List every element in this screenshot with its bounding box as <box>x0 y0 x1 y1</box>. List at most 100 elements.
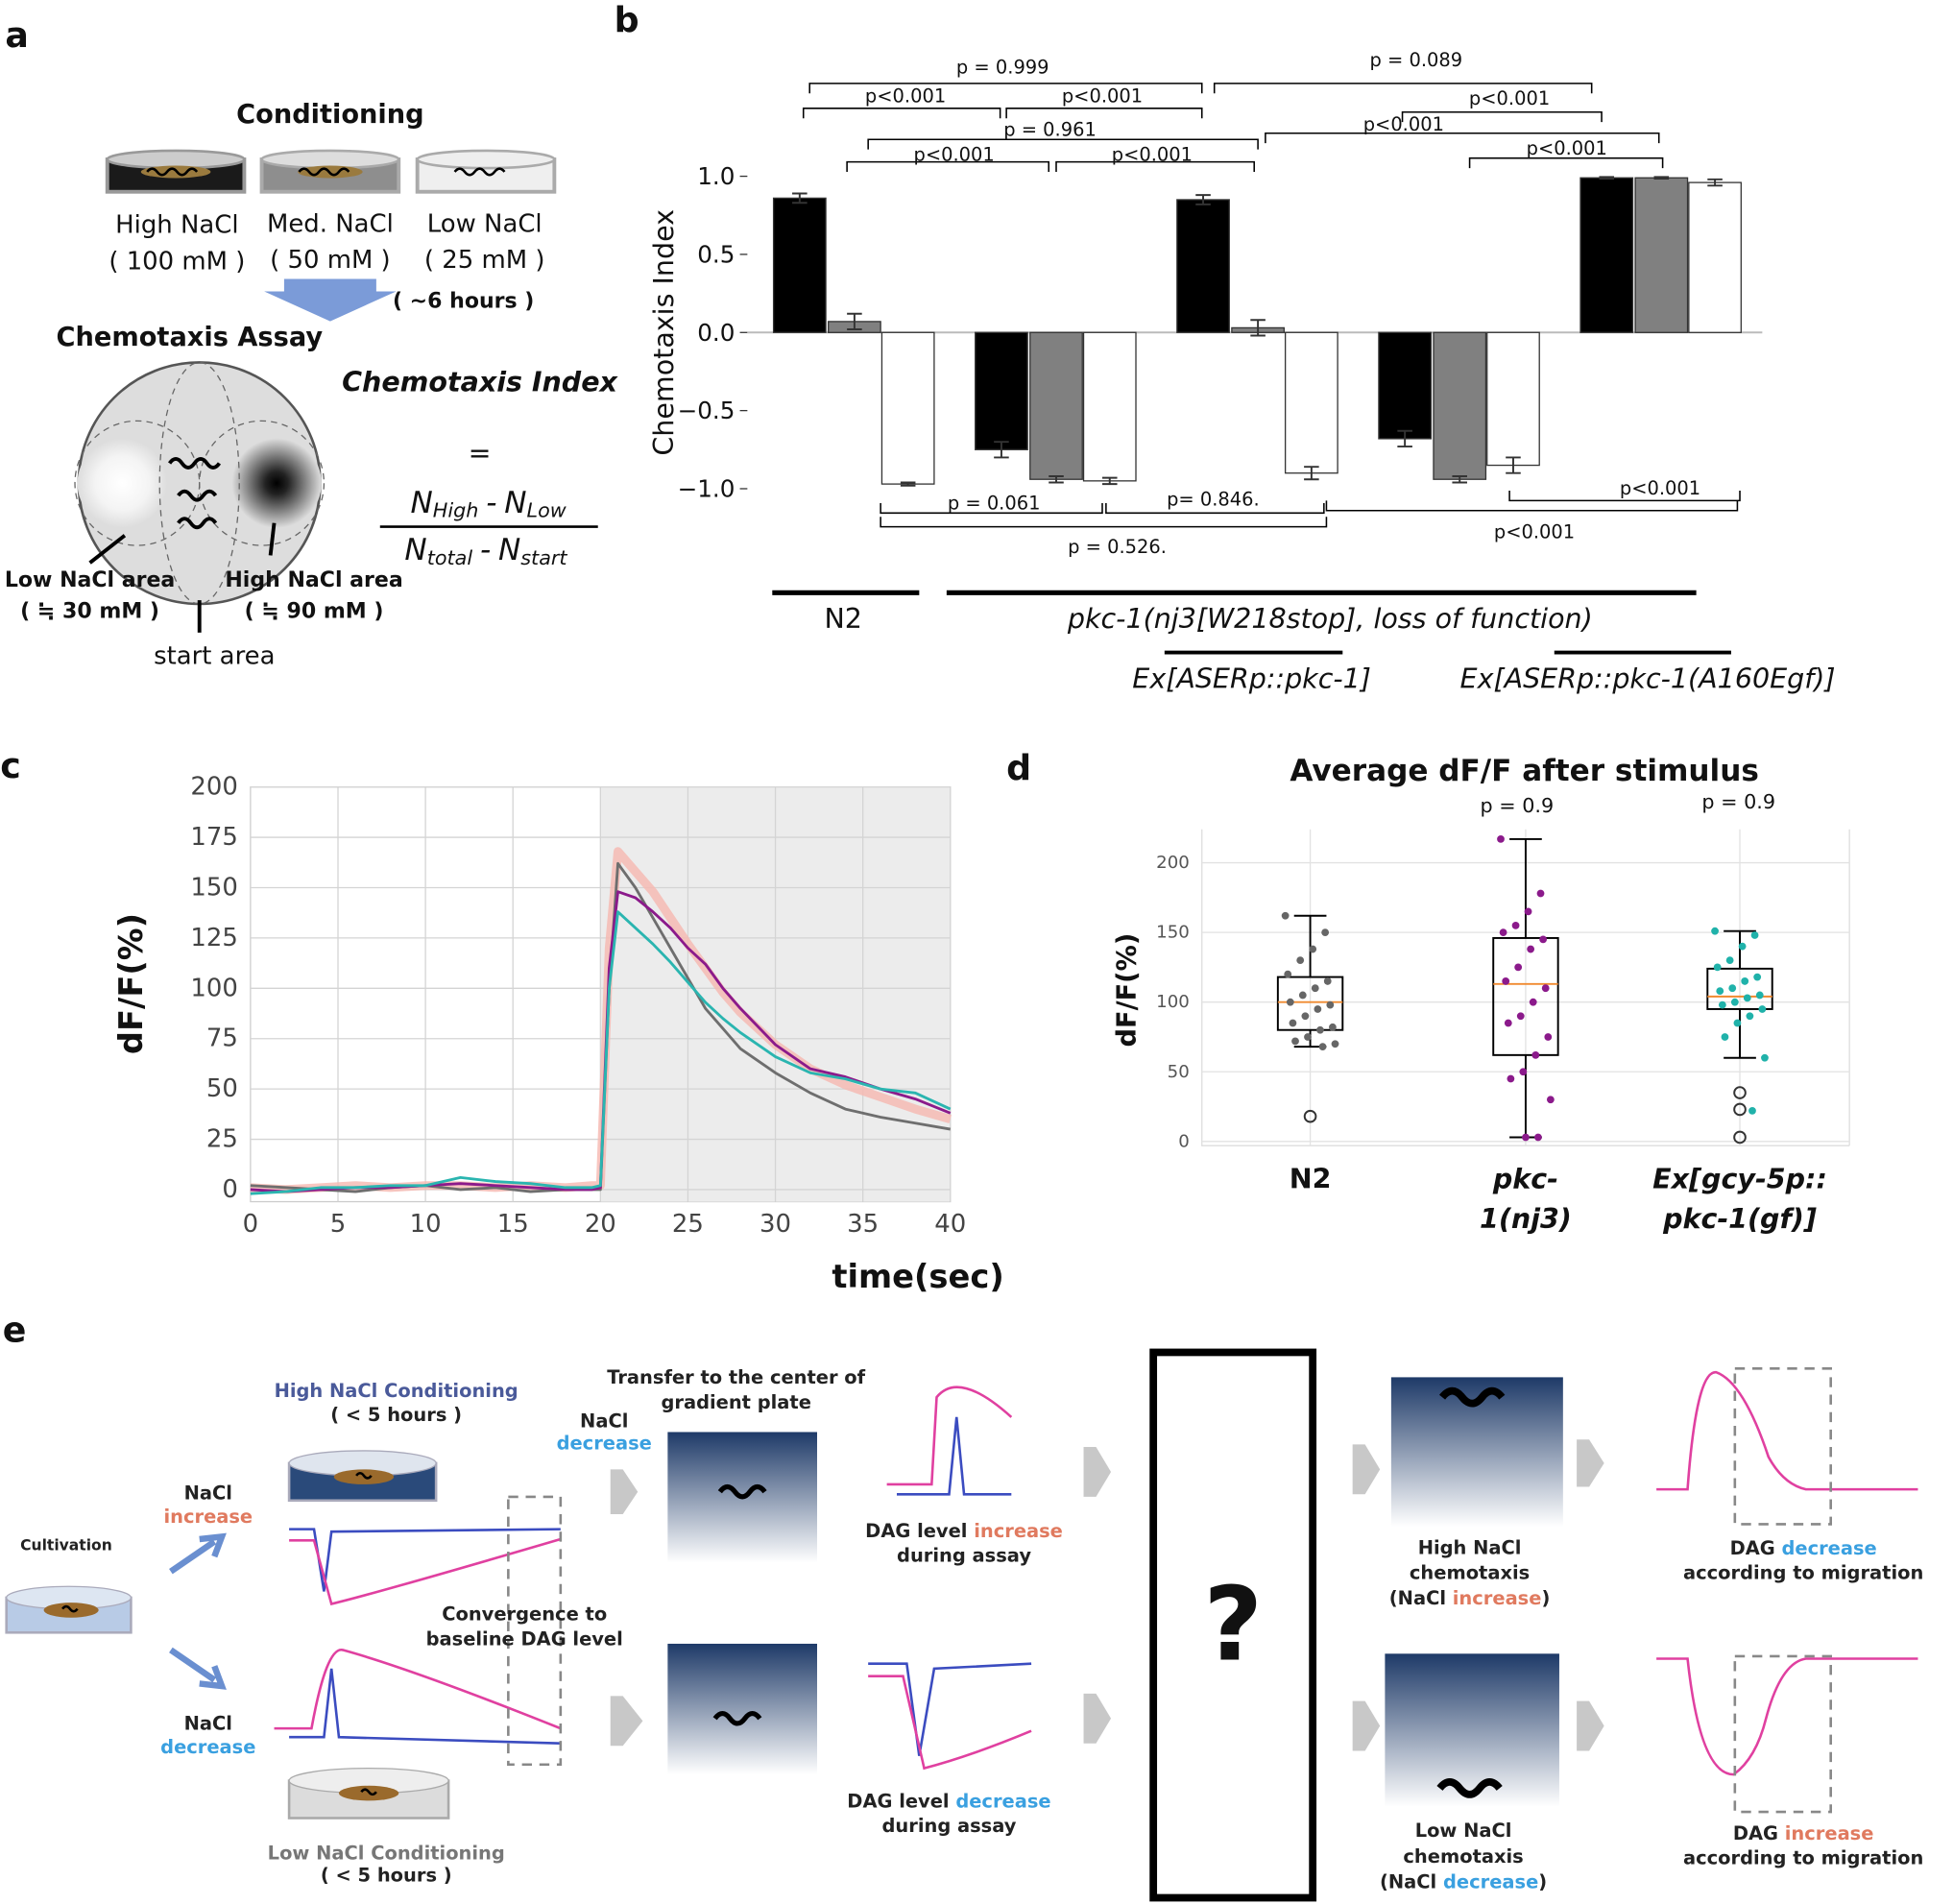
point <box>1514 963 1523 972</box>
point <box>1284 970 1292 978</box>
bracket <box>1005 108 1203 119</box>
x-tick-label: 5 <box>330 1210 347 1239</box>
label: decrease <box>557 1433 652 1455</box>
point <box>1298 991 1307 1000</box>
bar <box>1029 331 1083 480</box>
bracket <box>1055 160 1255 172</box>
point <box>1502 977 1510 985</box>
p-value: p = 0.526. <box>1068 536 1167 558</box>
panel-a: Conditioning High NaCl ( 100 mM ) Med. N… <box>5 100 619 671</box>
dish-label: ( 25 mM ) <box>424 246 545 275</box>
point <box>1316 1025 1324 1034</box>
outlier <box>1733 1130 1747 1145</box>
bracket <box>802 108 1001 119</box>
label: DAG level decrease <box>847 1790 1050 1812</box>
arrows <box>610 1439 1604 1751</box>
dish-label: Low NaCl <box>427 209 542 238</box>
panel-label: d <box>1006 748 1031 789</box>
p-value: p = 0.089 <box>1369 49 1462 71</box>
box <box>1276 976 1344 1031</box>
y-tick-label: 125 <box>190 924 237 952</box>
point <box>1329 1023 1337 1031</box>
point <box>1504 1019 1512 1027</box>
panel-b-groups: N2 pkc-1(nj3[W218stop], loss of function… <box>648 209 1836 694</box>
group-label: Ex[ASERp::pkc-1(A160Egf)] <box>1460 663 1836 694</box>
label: according to migration <box>1683 1562 1923 1584</box>
point <box>1713 963 1722 972</box>
x-tick-label: 25 <box>672 1210 704 1239</box>
p-value: p= 0.846. <box>1167 489 1260 511</box>
point <box>1304 1033 1312 1041</box>
point <box>1743 994 1751 1002</box>
point <box>1524 907 1532 916</box>
outlier <box>1733 1102 1747 1117</box>
area-label: ( ≒ 30 mM ) <box>20 599 159 623</box>
label: DAG level increase <box>865 1519 1063 1541</box>
bracket <box>1325 500 1739 512</box>
group-label: pkc-1(nj3[W218stop], loss of function) <box>1067 603 1593 635</box>
label: NaCl <box>184 1482 232 1505</box>
point <box>1741 977 1749 985</box>
arrow <box>264 278 397 322</box>
p-value: p<0.001 <box>914 143 995 165</box>
panel-label: c <box>0 745 21 786</box>
bar <box>1486 331 1540 467</box>
dish <box>287 1450 438 1503</box>
label: chemotaxis <box>1403 1845 1523 1868</box>
y-tick-label: 25 <box>206 1125 238 1154</box>
point <box>1311 984 1319 993</box>
point <box>1531 1050 1540 1059</box>
label: Low NaCl <box>1415 1820 1512 1842</box>
point <box>1546 1096 1555 1104</box>
bar <box>1579 177 1634 333</box>
point <box>1499 928 1507 937</box>
axes <box>1201 829 1850 1146</box>
area-label: High NaCl area <box>225 568 402 592</box>
duration: ( ~6 hours ) <box>393 289 534 313</box>
point <box>1738 942 1747 951</box>
area-label: Low NaCl area <box>5 568 175 592</box>
error-bar <box>792 192 808 205</box>
bracket <box>867 138 1259 150</box>
bar <box>1176 199 1230 333</box>
dish-label: High NaCl <box>115 211 238 240</box>
label: Cultivation <box>20 1536 112 1554</box>
label: during assay <box>897 1544 1031 1566</box>
dish <box>259 149 401 194</box>
point <box>1536 889 1545 898</box>
x-tick-label: 40 <box>934 1210 966 1239</box>
x-tick-label: pkc-1(gf)] <box>1662 1203 1817 1235</box>
point <box>1522 1133 1530 1142</box>
label: chemotaxis <box>1410 1562 1530 1584</box>
point <box>1321 928 1330 937</box>
x-tick-label: 15 <box>497 1210 529 1239</box>
y-axis-label: dF/F(%) <box>1112 933 1142 1048</box>
point <box>1323 977 1332 985</box>
error-bar <box>1599 176 1615 180</box>
error-bar <box>1304 466 1319 481</box>
y-tick-label: −0.5 <box>678 397 735 424</box>
dish-label: Med. NaCl <box>267 209 394 238</box>
question: ? <box>1203 1565 1263 1684</box>
error-bar <box>1101 476 1118 486</box>
panel-e: Cultivation NaCl increase NaCl decrease … <box>5 1348 1923 1902</box>
bar <box>1634 177 1689 333</box>
y-tick-label: 0 <box>1178 1131 1190 1151</box>
box <box>1706 967 1773 1010</box>
error-bar <box>1452 474 1467 484</box>
dish <box>287 1767 450 1820</box>
point <box>1326 1000 1335 1009</box>
point <box>1516 1012 1525 1021</box>
point <box>1544 1033 1553 1041</box>
error-bar <box>900 481 916 487</box>
point <box>1309 945 1317 953</box>
y-tick-label: 50 <box>1168 1062 1190 1082</box>
bracket <box>1401 110 1603 123</box>
error-bar <box>1250 319 1266 337</box>
point <box>1296 956 1305 965</box>
bar <box>880 331 935 485</box>
y-tick-label: 50 <box>206 1074 238 1103</box>
point <box>1314 1005 1322 1013</box>
point <box>1733 1019 1742 1027</box>
